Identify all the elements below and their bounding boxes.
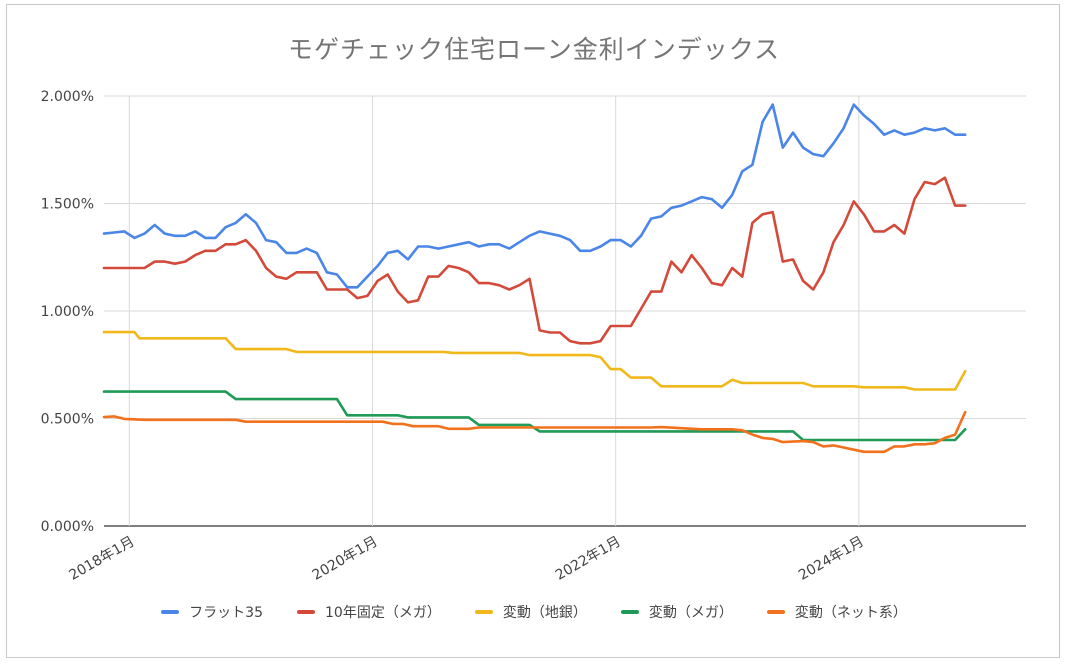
legend-item: 変動（メガ） (620, 602, 733, 622)
legend-label: 10年固定（メガ） (325, 605, 441, 621)
legend-swatch (766, 610, 785, 614)
legend-swatch (474, 610, 493, 614)
legend-swatch (297, 610, 315, 614)
y-tick-label: 1.500% (41, 197, 94, 213)
y-tick-label: 0.500% (41, 412, 94, 428)
legend-item: 変動（ネット系） (766, 602, 907, 622)
legend-label: 変動（ネット系） (794, 605, 907, 621)
legend-label: 変動（地銀） (502, 605, 587, 621)
x-tick-label: 2018年1月 (67, 534, 138, 584)
x-tick-label: 2022年1月 (553, 534, 624, 584)
y-tick-label: 1.000% (41, 304, 94, 320)
legend-item: 10年固定（メガ） (297, 602, 441, 622)
x-tick-label: 2024年1月 (796, 534, 867, 584)
series-line (102, 410, 967, 454)
legend-item: 変動（地銀） (474, 602, 587, 622)
chart-frame (6, 4, 1060, 658)
x-tick-label: 2020年1月 (310, 534, 381, 584)
legend-item: フラット35 (161, 602, 263, 622)
legend-label: フラット35 (189, 605, 263, 621)
y-tick-label: 2.000% (41, 89, 94, 105)
legend-swatch (161, 610, 180, 614)
series-line (102, 390, 967, 442)
legend-label: 変動（メガ） (648, 605, 733, 621)
series-line (102, 330, 967, 391)
y-tick-label: 0.000% (41, 519, 94, 535)
chart-title: モゲチェック住宅ローン金利インデックス (287, 35, 780, 64)
chart-legend: フラット35 10年固定（メガ） 変動（地銀） 変動（メガ） 変動（ネット系） (0, 602, 1068, 622)
legend-swatch (620, 610, 639, 614)
series-line (102, 103, 967, 289)
series-line (102, 176, 967, 345)
